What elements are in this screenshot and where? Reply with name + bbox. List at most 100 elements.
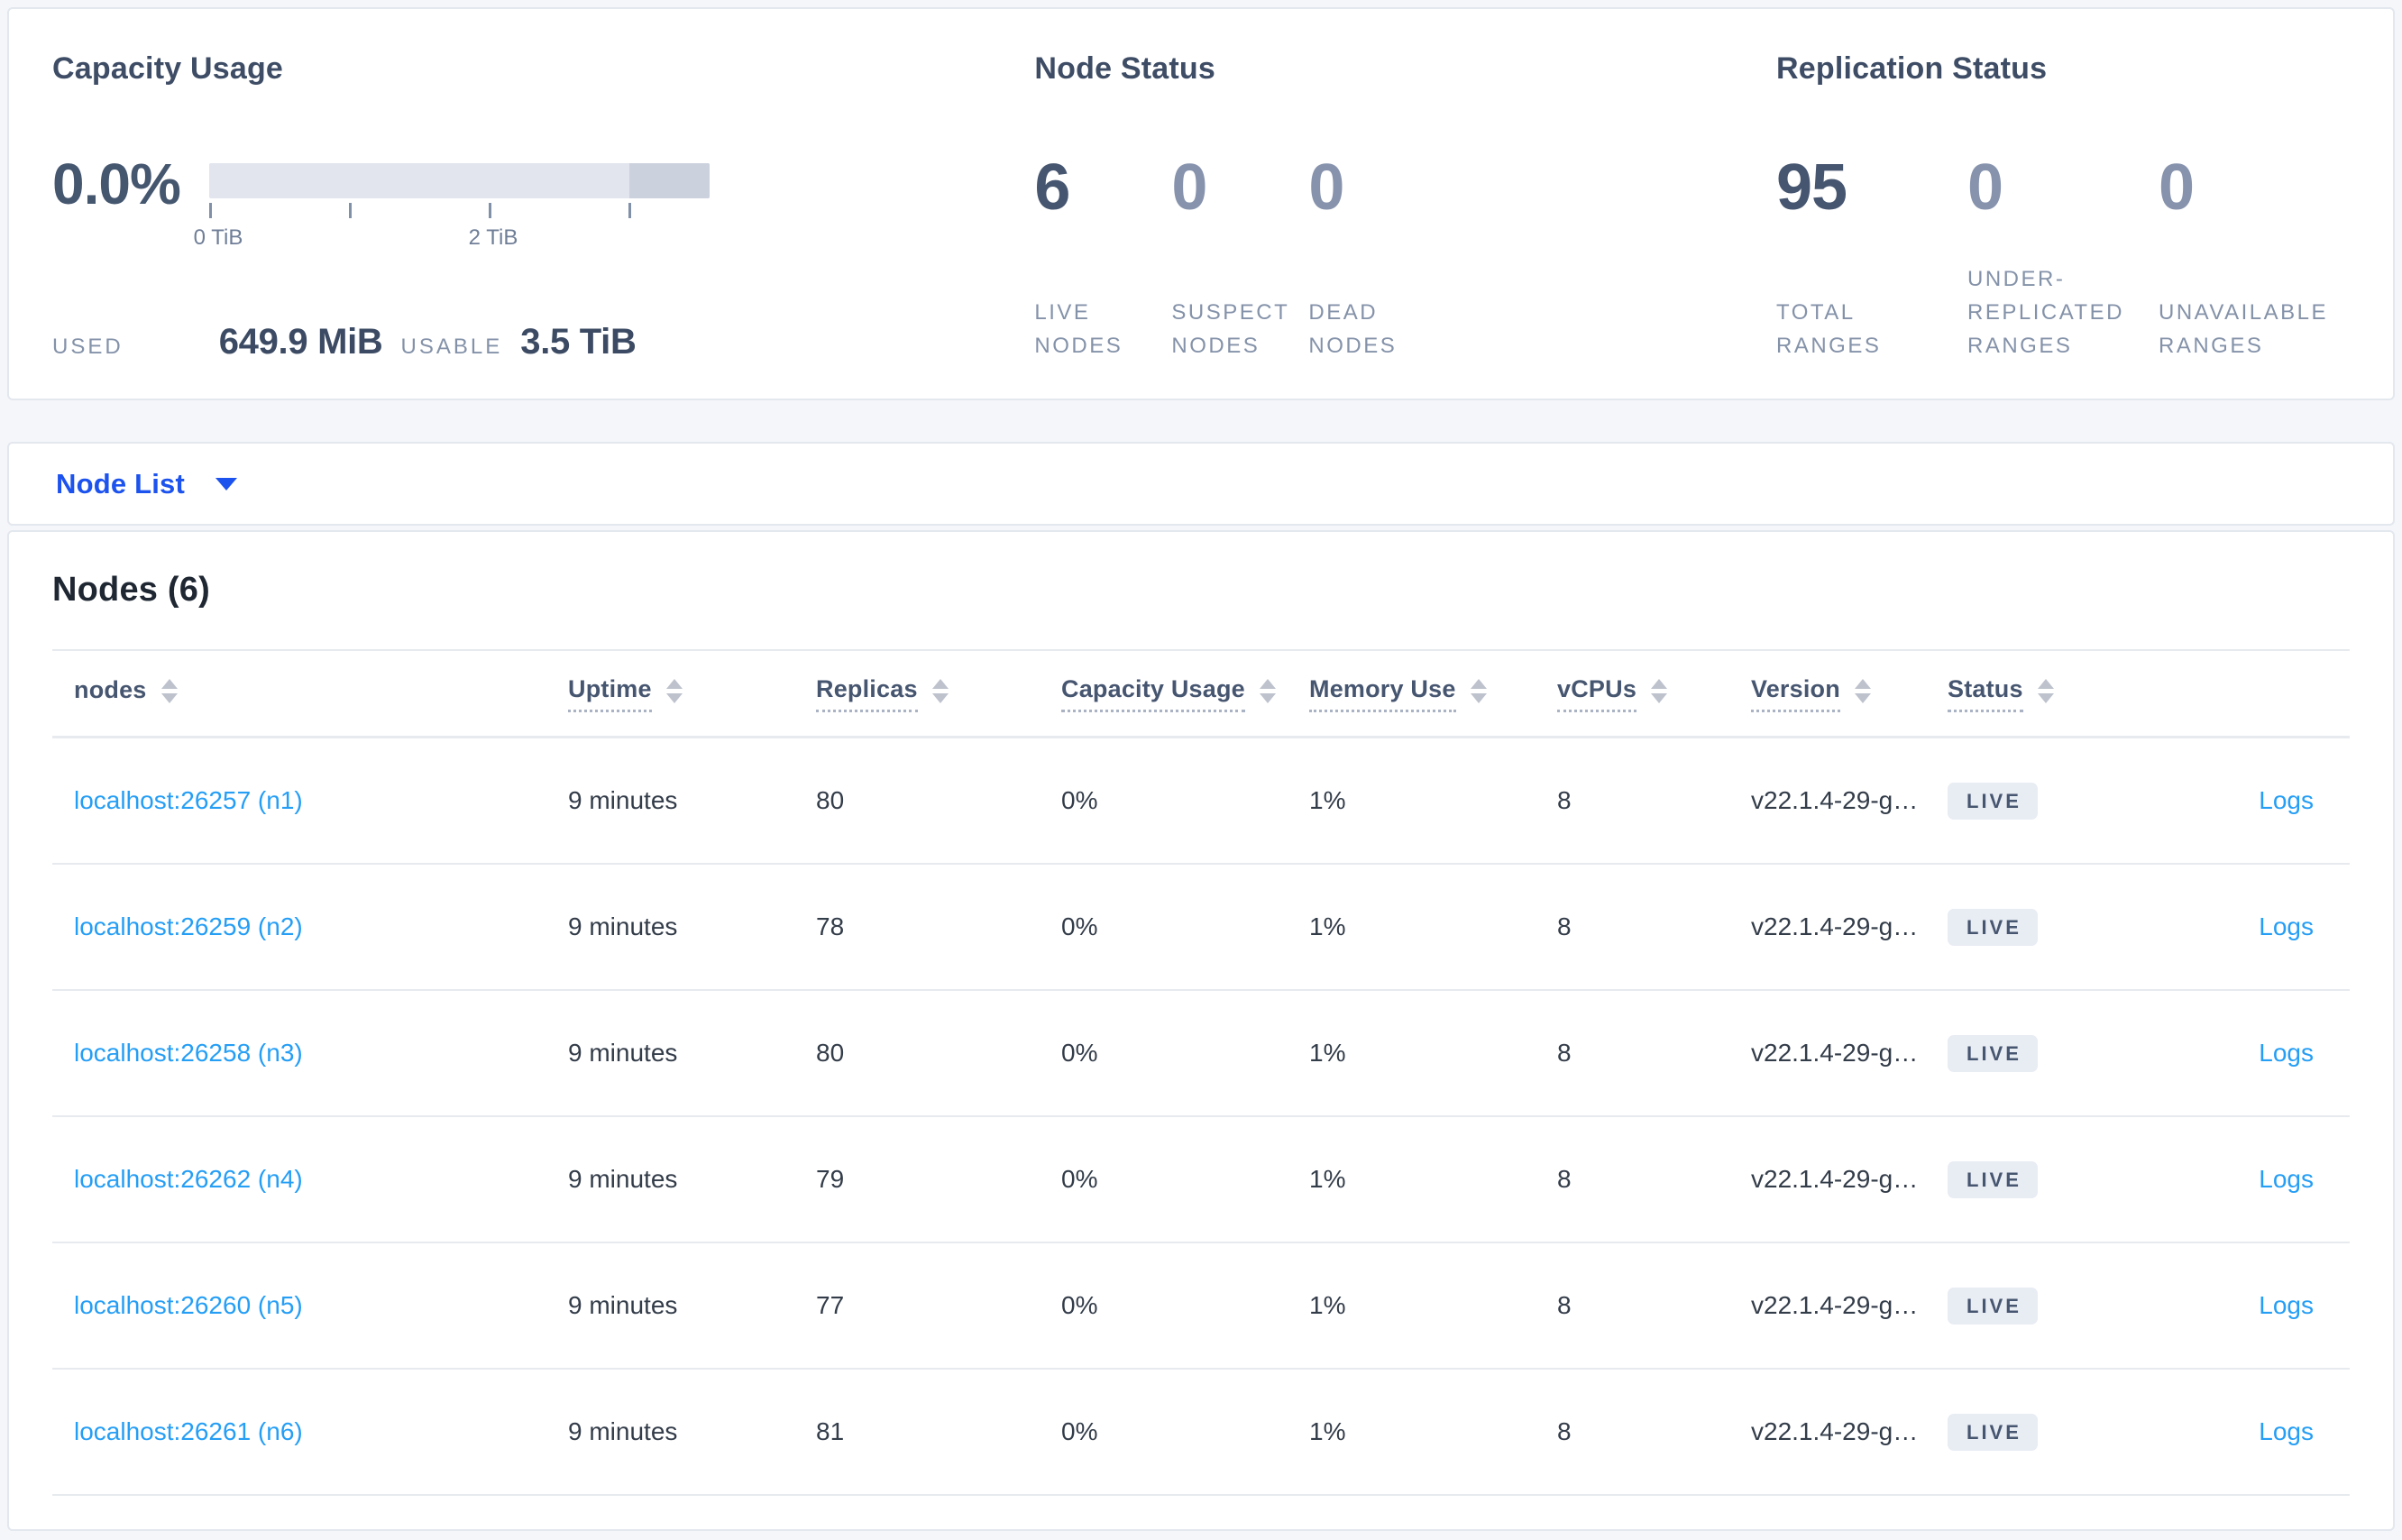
column-header-version[interactable]: Version xyxy=(1729,675,1926,712)
capacity-gauge-reserved-segment xyxy=(629,163,710,198)
column-header-memory[interactable]: Memory Use xyxy=(1288,675,1536,712)
replicas-cell: 80 xyxy=(816,1039,845,1067)
memory-cell: 1% xyxy=(1309,1417,1346,1445)
node-link[interactable]: localhost:26258 (n3) xyxy=(74,1039,303,1067)
chevron-down-icon xyxy=(215,477,238,490)
sort-arrows-icon xyxy=(931,678,949,703)
node-list-dropdown[interactable]: Node List xyxy=(56,467,238,500)
node-cell: localhost:26262 (n4) xyxy=(52,1165,546,1194)
version-cell: v22.1.4-29-g… xyxy=(1751,1039,1919,1067)
axis-tick-label: 0 TiB xyxy=(193,225,243,250)
memory-cell: 1% xyxy=(1309,1291,1346,1319)
vcpus-cell: 8 xyxy=(1557,786,1572,814)
logs-link[interactable]: Logs xyxy=(2259,1291,2314,1319)
status-cell: LIVE xyxy=(1926,1287,2133,1325)
table-row: localhost:26261 (n6) 9 minutes 81 0% 1% 8 v22.… xyxy=(52,1370,2350,1496)
node-link[interactable]: localhost:26261 (n6) xyxy=(74,1417,303,1445)
nodes-card: Nodes (6) nodes Uptime Replicas Capacity Us… xyxy=(7,530,2395,1531)
axis-tick xyxy=(209,203,212,218)
sort-arrows-icon xyxy=(2037,678,2054,703)
capacity-cell: 0% xyxy=(1061,1417,1098,1445)
replicas-cell: 79 xyxy=(816,1165,845,1193)
node-status-section: Node Status 6 LIVE NODES 0 SUSPECT NODES 0 DE… xyxy=(1034,47,1776,359)
column-header-status[interactable]: Status xyxy=(1926,675,2133,712)
logs-cell: Logs xyxy=(2133,1039,2350,1068)
column-header-uptime[interactable]: Uptime xyxy=(546,675,794,712)
memory-cell: 1% xyxy=(1309,1165,1346,1193)
heading-divider xyxy=(52,649,2350,651)
node-status-title: Node Status xyxy=(1034,51,1215,86)
logs-link[interactable]: Logs xyxy=(2259,912,2314,940)
version-cell: v22.1.4-29-g… xyxy=(1751,1165,1919,1193)
status-cell: LIVE xyxy=(1926,1034,2133,1072)
sort-arrows-icon xyxy=(1259,678,1276,703)
version-cell: v22.1.4-29-g… xyxy=(1751,786,1919,814)
column-header-vcpus[interactable]: vCPUs xyxy=(1536,675,1729,712)
capacity-cell: 0% xyxy=(1061,1165,1098,1193)
logs-cell: Logs xyxy=(2133,912,2350,941)
status-cell: LIVE xyxy=(1926,782,2133,820)
sort-arrows-icon xyxy=(160,678,178,703)
axis-tick xyxy=(349,203,352,218)
memory-cell: 1% xyxy=(1309,912,1346,940)
nodes-heading: Nodes (6) xyxy=(52,571,210,609)
node-link[interactable]: localhost:26257 (n1) xyxy=(74,786,303,814)
capacity-cell: 0% xyxy=(1061,1291,1098,1319)
stat-value-suspect-nodes: 0 xyxy=(1171,151,1207,224)
status-cell: LIVE xyxy=(1926,1413,2133,1451)
column-header-capacity[interactable]: Capacity Usage xyxy=(1040,675,1288,712)
logs-link[interactable]: Logs xyxy=(2259,1039,2314,1067)
status-badge: LIVE xyxy=(1948,1287,2038,1325)
stat-total-ranges: 95 TOTAL RANGES xyxy=(1776,155,1967,362)
uptime-cell: 9 minutes xyxy=(568,1417,678,1445)
column-header-replicas[interactable]: Replicas xyxy=(794,675,1040,712)
capacity-cell: 0% xyxy=(1061,1039,1098,1067)
status-badge: LIVE xyxy=(1948,908,2038,946)
stat-label-live-nodes: LIVE NODES xyxy=(1034,300,1123,358)
usable-value: 3.5 TiB xyxy=(520,322,637,362)
uptime-cell: 9 minutes xyxy=(568,786,678,814)
status-badge: LIVE xyxy=(1948,1160,2038,1198)
stat-label-total-ranges: TOTAL RANGES xyxy=(1776,300,1882,358)
uptime-cell: 9 minutes xyxy=(568,1165,678,1193)
capacity-used-percent: 0.0% xyxy=(52,151,181,216)
stat-under-replicated-ranges: 0 UNDER-REPLICATED RANGES xyxy=(1967,155,2159,362)
replication-status-section: Replication Status 95 TOTAL RANGES 0 UNDER-… xyxy=(1776,47,2350,359)
node-cell: localhost:26260 (n5) xyxy=(52,1291,546,1320)
logs-cell: Logs xyxy=(2133,1291,2350,1320)
axis-tick-label: 2 TiB xyxy=(468,225,518,250)
logs-link[interactable]: Logs xyxy=(2259,1417,2314,1445)
nodes-table-body: localhost:26257 (n1) 9 minutes 80 0% 1% 8 v22.… xyxy=(52,738,2350,1496)
stat-live-nodes: 6 LIVE NODES xyxy=(1034,155,1171,362)
replicas-cell: 80 xyxy=(816,786,845,814)
node-link[interactable]: localhost:26259 (n2) xyxy=(74,912,303,940)
stat-dead-nodes: 0 DEAD NODES xyxy=(1308,155,1445,362)
stat-value-live-nodes: 6 xyxy=(1034,151,1070,224)
node-link[interactable]: localhost:26262 (n4) xyxy=(74,1165,303,1193)
stat-label-suspect-nodes: SUSPECT NODES xyxy=(1171,300,1289,358)
logs-cell: Logs xyxy=(2133,786,2350,815)
used-value: 649.9 MiB xyxy=(218,322,383,362)
status-cell: LIVE xyxy=(1926,908,2133,946)
capacity-cell: 0% xyxy=(1061,912,1098,940)
capacity-gauge-track xyxy=(209,163,710,198)
version-cell: v22.1.4-29-g… xyxy=(1751,912,1919,940)
node-list-dropdown-label: Node List xyxy=(56,467,186,500)
node-cell: localhost:26261 (n6) xyxy=(52,1417,546,1446)
capacity-usage-section: Capacity Usage 0.0% 0 TiB 2 TiB xyxy=(52,47,1034,362)
logs-link[interactable]: Logs xyxy=(2259,1165,2314,1193)
stat-value-under-replicated-ranges: 0 xyxy=(1967,151,2003,224)
column-label-uptime: Uptime xyxy=(568,675,652,712)
column-header-node[interactable]: nodes xyxy=(52,676,546,710)
node-link[interactable]: localhost:26260 (n5) xyxy=(74,1291,303,1319)
logs-link[interactable]: Logs xyxy=(2259,786,2314,814)
stat-label-unavailable-ranges: UNAVAILABLE RANGES xyxy=(2159,300,2329,358)
replication-status-title: Replication Status xyxy=(1776,51,2048,86)
status-badge: LIVE xyxy=(1948,1034,2038,1072)
column-label-version: Version xyxy=(1751,675,1840,712)
column-label-capacity: Capacity Usage xyxy=(1061,675,1245,712)
status-badge: LIVE xyxy=(1948,782,2038,820)
table-row: localhost:26257 (n1) 9 minutes 80 0% 1% 8 v22.… xyxy=(52,738,2350,865)
stat-value-total-ranges: 95 xyxy=(1776,151,1847,224)
